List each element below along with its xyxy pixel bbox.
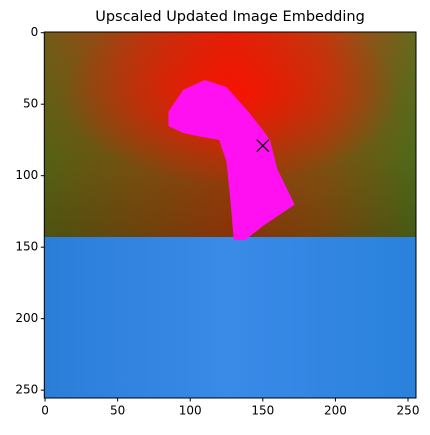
y-tick-label: 50 bbox=[23, 97, 38, 111]
image-shape bbox=[168, 80, 295, 240]
y-tick-label: 250 bbox=[15, 383, 38, 397]
image-bottom bbox=[44, 237, 417, 398]
axes-frame bbox=[43, 31, 417, 399]
y-tick-label: 0 bbox=[31, 25, 39, 39]
y-tick-label: 150 bbox=[15, 240, 38, 254]
x-tick-label: 150 bbox=[251, 404, 274, 418]
x-tick-label: 200 bbox=[324, 404, 347, 418]
chart-title: Upscaled Updated Image Embedding bbox=[95, 9, 365, 25]
x-tick-label: 100 bbox=[179, 404, 202, 418]
y-tick-label: 200 bbox=[15, 311, 38, 325]
marker bbox=[256, 139, 270, 153]
y-tick-label: 100 bbox=[15, 168, 38, 182]
x-tick-label: 250 bbox=[397, 404, 420, 418]
x-tick-label: 50 bbox=[110, 404, 125, 418]
image bbox=[44, 32, 417, 398]
x-tick-label: 0 bbox=[41, 404, 49, 418]
